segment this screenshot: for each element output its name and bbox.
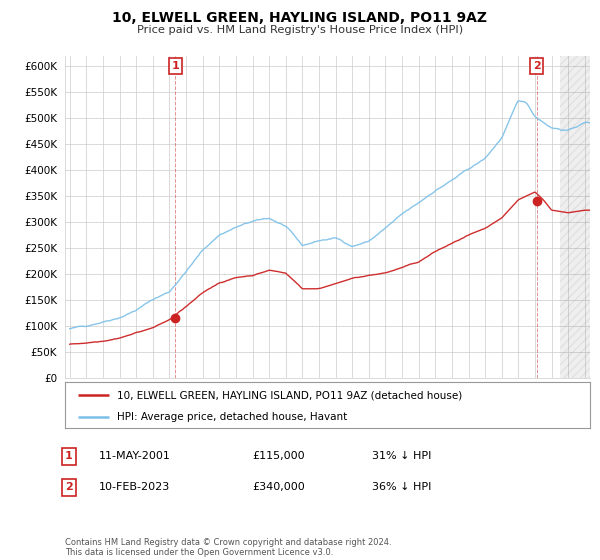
- Text: 31% ↓ HPI: 31% ↓ HPI: [372, 451, 431, 461]
- Text: £340,000: £340,000: [252, 482, 305, 492]
- Text: 2: 2: [65, 482, 73, 492]
- Text: £115,000: £115,000: [252, 451, 305, 461]
- Text: 10, ELWELL GREEN, HAYLING ISLAND, PO11 9AZ (detached house): 10, ELWELL GREEN, HAYLING ISLAND, PO11 9…: [118, 390, 463, 400]
- Text: 1: 1: [65, 451, 73, 461]
- Text: Price paid vs. HM Land Registry's House Price Index (HPI): Price paid vs. HM Land Registry's House …: [137, 25, 463, 35]
- Text: 36% ↓ HPI: 36% ↓ HPI: [372, 482, 431, 492]
- Text: 10, ELWELL GREEN, HAYLING ISLAND, PO11 9AZ: 10, ELWELL GREEN, HAYLING ISLAND, PO11 9…: [113, 11, 487, 25]
- Text: Contains HM Land Registry data © Crown copyright and database right 2024.
This d: Contains HM Land Registry data © Crown c…: [65, 538, 391, 557]
- Text: HPI: Average price, detached house, Havant: HPI: Average price, detached house, Hava…: [118, 412, 347, 422]
- Text: 10-FEB-2023: 10-FEB-2023: [99, 482, 170, 492]
- Text: 1: 1: [172, 61, 179, 71]
- Text: 11-MAY-2001: 11-MAY-2001: [99, 451, 171, 461]
- Bar: [560, 56, 590, 378]
- Text: 2: 2: [533, 61, 541, 71]
